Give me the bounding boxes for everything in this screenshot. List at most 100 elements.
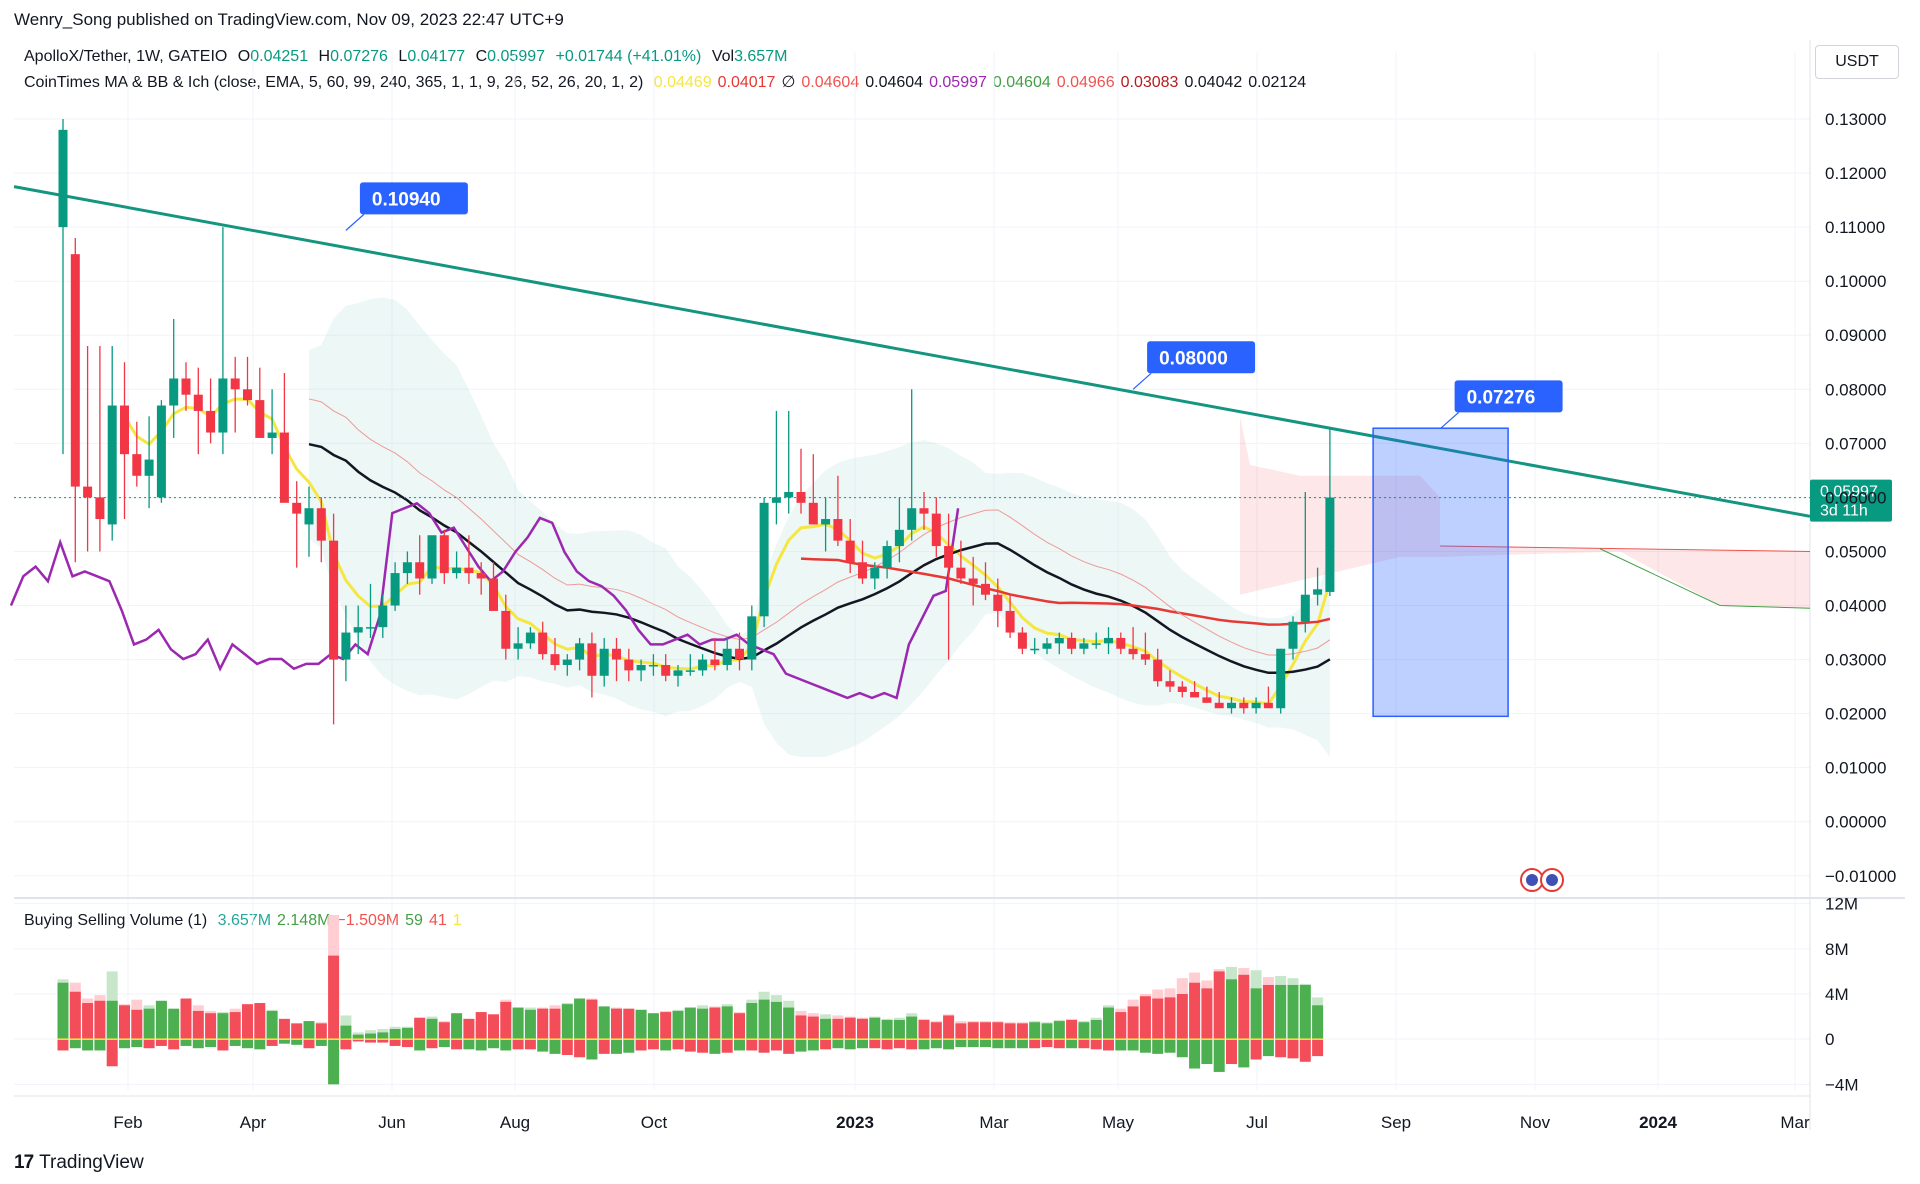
indicator-value-5: 0.05997 — [929, 74, 987, 91]
volume-main-bar — [893, 1019, 905, 1040]
time-tick-label: Oct — [641, 1113, 668, 1132]
volume-main-bar — [488, 1014, 499, 1040]
volume-sell-bar — [1213, 1039, 1225, 1072]
volume-main-bar — [844, 1017, 856, 1040]
volume-main-bar — [795, 1015, 807, 1040]
candle-body — [550, 654, 560, 665]
volume-sell-bar — [168, 1039, 180, 1050]
candle-body — [144, 459, 154, 476]
volume-main-bar — [1287, 984, 1299, 1040]
symbol-legend: ApolloX/Tether, 1W, GATEIO O0.04251 H0.0… — [24, 48, 793, 66]
price-tick-label: 0.08000 — [1825, 380, 1886, 399]
volume-sell-bar — [242, 1039, 253, 1049]
volume-sell-bar — [1029, 1039, 1041, 1049]
volume-main-bar — [278, 1018, 290, 1040]
volume-main-bar — [1139, 996, 1151, 1040]
candle-body — [1104, 637, 1113, 644]
ma60-line — [800, 557, 1331, 626]
candle-body — [206, 410, 216, 433]
candle-body — [1202, 697, 1212, 703]
volume-sell-bar — [303, 1039, 315, 1049]
volume-indicator-name[interactable]: Buying Selling Volume (1) — [24, 912, 208, 929]
volume-main-bar — [1189, 982, 1201, 1040]
candle-body — [1030, 648, 1040, 651]
volume-sell-bar — [1066, 1039, 1078, 1049]
volume-sell-bar — [82, 1039, 94, 1051]
event-flag-icon-center — [1546, 874, 1558, 886]
volume-sell-bar — [291, 1039, 303, 1045]
candle-body — [70, 254, 80, 487]
candle-body — [685, 670, 695, 672]
candle-body — [931, 513, 941, 547]
volume-main-bar — [1090, 1019, 1102, 1040]
indicator-name[interactable]: CoinTimes MA & BB & Ich (close, EMA, 5, … — [24, 74, 644, 91]
volume-sell-bar — [106, 1039, 118, 1067]
candle-body — [279, 432, 289, 503]
volume-sell-bar — [192, 1039, 204, 1049]
volume-sell-bar — [820, 1039, 832, 1050]
candle-body — [722, 648, 732, 665]
volume-main-bar — [746, 1003, 758, 1040]
callout-box — [1454, 380, 1563, 413]
ohlc-high: H0.07276 — [318, 48, 388, 65]
time-tick-label: Nov — [1520, 1113, 1551, 1132]
volume-sell-bar — [857, 1039, 868, 1049]
volume-main-bar — [414, 1017, 426, 1040]
volume-sell-bar — [586, 1039, 598, 1060]
volume-main-bar — [1275, 984, 1287, 1040]
volume-main-bar — [820, 1018, 832, 1040]
volume-main-bar — [1238, 974, 1250, 1040]
callout-label: 0.10940 — [372, 189, 441, 210]
candle-body — [821, 519, 831, 525]
volume-sell-bar — [217, 1039, 229, 1051]
senkou-a-line — [1439, 545, 1811, 552]
volume-main-bar — [943, 1015, 955, 1040]
volume-sell-bar — [389, 1039, 401, 1046]
volume-sell-bar — [1250, 1039, 1262, 1060]
candle-body — [1239, 702, 1249, 709]
volume-main-bar — [205, 1013, 217, 1040]
volume-sell-bar — [795, 1039, 807, 1052]
symbol-name[interactable]: ApolloX/Tether, 1W, GATEIO — [24, 48, 228, 65]
volume-sell-bar — [463, 1039, 475, 1050]
volume-tick-label: 8M — [1825, 940, 1849, 959]
volume-main-bar — [192, 1010, 204, 1040]
volume-main-bar — [500, 1001, 512, 1040]
candle-body — [255, 400, 265, 438]
candle-body — [759, 502, 769, 617]
volume-main-bar — [328, 955, 340, 1040]
currency-button[interactable]: USDT — [1815, 45, 1899, 79]
candle-body — [1079, 643, 1089, 649]
volume-main-bar — [1312, 1005, 1324, 1040]
time-tick-label: Sep — [1381, 1113, 1411, 1132]
volume-sell-bar — [1299, 1039, 1311, 1062]
candle-body — [402, 562, 412, 574]
volume-main-bar — [586, 999, 598, 1040]
volume-main-bar — [229, 1012, 241, 1040]
volume-sell-bar — [832, 1039, 844, 1049]
volume-sell-bar — [512, 1039, 524, 1050]
volume-main-bar — [1127, 1006, 1139, 1040]
volume-main-bar — [451, 1013, 463, 1040]
candle-body — [1288, 621, 1298, 649]
volume-sell-bar — [94, 1039, 106, 1051]
volume-sell-bar — [254, 1039, 266, 1050]
volume-main-bar — [1016, 1023, 1028, 1040]
volume-main-bar — [1152, 998, 1164, 1040]
volume-main-bar — [463, 1018, 475, 1040]
price-tick-label: 0.09000 — [1825, 326, 1886, 345]
volume-main-bar — [574, 998, 586, 1040]
footer-brand[interactable]: TradingView — [39, 1152, 144, 1173]
volume-main-bar — [266, 1010, 278, 1040]
candle-body — [845, 540, 855, 563]
volume-sell-bar — [746, 1039, 758, 1051]
volume-main-bar — [475, 1012, 487, 1040]
volume-main-bar — [734, 1013, 745, 1040]
volume-main-bar — [1066, 1019, 1078, 1040]
volume-main-bar — [758, 999, 770, 1040]
price-tick-label: 0.07000 — [1825, 434, 1886, 453]
volume-main-bar — [697, 1008, 709, 1040]
ma20-line — [308, 442, 1331, 675]
callout-pointer — [1132, 372, 1152, 390]
